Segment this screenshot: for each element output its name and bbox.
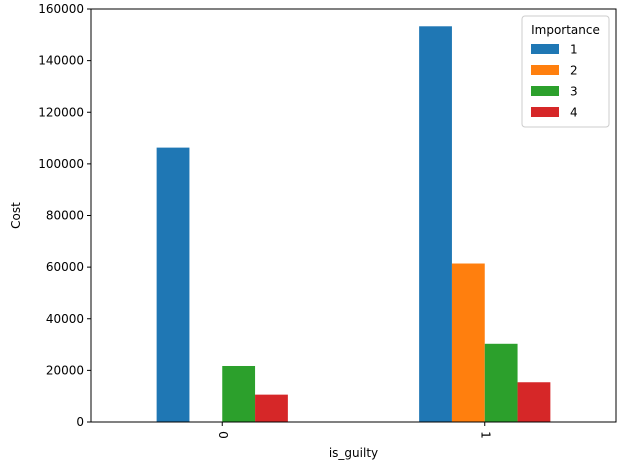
x-tick-label: 1 — [478, 431, 492, 439]
y-tick-label: 40000 — [46, 312, 84, 326]
legend-items: 1 2 3 4 — [531, 43, 578, 120]
y-tick-label: 120000 — [38, 105, 84, 119]
bar-1-series-4 — [517, 382, 551, 422]
y-tick-label: 160000 — [38, 2, 84, 16]
legend-swatch-4 — [531, 107, 559, 117]
legend-label-4: 4 — [570, 106, 578, 120]
y-tick-label: 100000 — [38, 157, 84, 171]
y-tick-label: 0 — [76, 415, 84, 429]
legend-label-2: 2 — [570, 64, 578, 78]
legend-swatch-1 — [531, 44, 559, 54]
bar-0-series-4 — [255, 394, 288, 422]
bar-1-series-2 — [451, 263, 485, 422]
legend-title: Importance — [531, 23, 600, 37]
bar-1-series-3 — [484, 343, 518, 422]
y-tick-label: 20000 — [46, 363, 84, 377]
legend: Importance 1 2 3 4 — [521, 15, 610, 128]
y-tick-label: 140000 — [38, 54, 84, 68]
bars-layer — [156, 26, 551, 423]
bar-1-series-1 — [419, 26, 452, 422]
x-tick-label: 0 — [216, 431, 230, 439]
legend-swatch-3 — [531, 86, 559, 96]
legend-frame — [521, 15, 610, 128]
bar-0-series-1 — [156, 147, 190, 423]
x-axis-label: is_guilty — [329, 446, 378, 460]
axes-layer: 0 1 0 20000 40000 60000 80000 100000 120000 14000… — [38, 2, 617, 439]
legend-swatch-2 — [531, 65, 559, 75]
legend-label-3: 3 — [570, 85, 578, 99]
y-axis-label: Cost — [9, 202, 23, 229]
legend-label-1: 1 — [570, 43, 578, 57]
bar-0-series-3 — [222, 365, 256, 422]
y-tick-label: 60000 — [46, 260, 84, 274]
plot-frame — [90, 8, 617, 423]
y-tick-label: 80000 — [46, 209, 84, 223]
